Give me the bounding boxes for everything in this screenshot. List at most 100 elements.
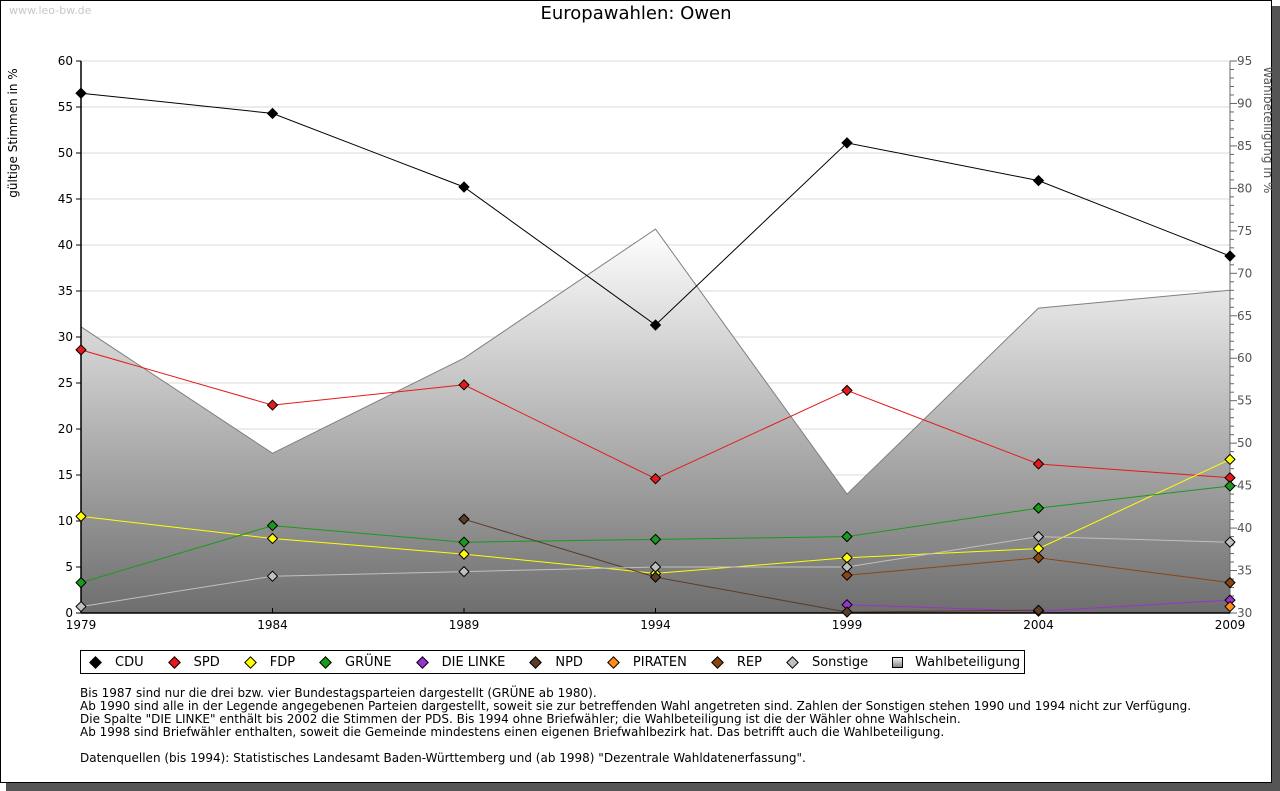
legend-item: PIRATEN [605, 655, 687, 670]
y-tick-label-left: 60 [58, 54, 73, 68]
y-axis-right-title: Wahlbeteiligung in % [1261, 67, 1275, 194]
turnout-area [81, 229, 1230, 613]
y-axis-left-title: gültige Stimmen in % [6, 68, 20, 197]
data-point-sonstige [458, 565, 470, 578]
y-tick-label-right: 75 [1237, 224, 1252, 238]
legend-label: FDP [269, 654, 296, 670]
data-point-rep [1224, 576, 1236, 589]
data-point-spd [458, 379, 470, 391]
legend-diamond-icon [319, 655, 332, 669]
y-tick-label-left: 50 [58, 146, 73, 160]
data-point-sonstige [266, 570, 279, 582]
series-line-npd [463, 518, 1039, 613]
x-tick-label: 2004 [1023, 618, 1054, 632]
data-point-grüne [458, 536, 470, 548]
y-tick-label-right: 40 [1237, 521, 1252, 535]
legend-diamond-icon [786, 655, 799, 669]
data-point-fdp [75, 510, 87, 523]
legend-label: Sonstige [811, 654, 869, 670]
x-tick-label: 2009 [1215, 618, 1246, 632]
y-tick-label-left: 5 [65, 560, 73, 574]
data-point-npd [841, 606, 853, 618]
data-point-cdu [841, 137, 853, 149]
y-tick-label-left: 25 [58, 376, 73, 390]
legend: CDU SPD FDP GRÜNE DIE LINKE NPD PIRATEN REP Sons… [80, 650, 1026, 674]
data-point-grüne [1224, 480, 1236, 492]
data-point-grüne [841, 530, 853, 543]
legend-label: DIE LINKE [441, 654, 506, 670]
y-tick-label-left: 35 [58, 284, 73, 298]
y-tick-label-right: 90 [1237, 96, 1252, 110]
y-tick-label-left: 20 [58, 422, 73, 436]
y-tick-label-right: 30 [1237, 606, 1252, 620]
y-tick-label-right: 60 [1237, 351, 1252, 365]
data-point-sonstige [1032, 530, 1045, 543]
data-point-fdp [266, 532, 279, 545]
legend-diamond-icon [243, 655, 257, 669]
legend-label: GRÜNE [345, 654, 392, 670]
frame-shadow-right [1272, 6, 1280, 791]
legend-item: CDU [87, 655, 144, 670]
legend-item: SPD [166, 655, 220, 670]
legend-item: Wahlbeteiligung [890, 655, 1020, 670]
data-point-grüne [1032, 502, 1045, 514]
y-tick-label-right: 45 [1237, 479, 1252, 493]
legend-label: Wahlbeteiligung [915, 654, 1021, 670]
legend-item: REP [709, 655, 762, 670]
x-tick-label: 1999 [832, 618, 863, 632]
data-point-npd [458, 513, 470, 525]
data-point-spd [266, 399, 279, 411]
legend-diamond-icon [529, 655, 543, 669]
data-point-npd [1032, 604, 1045, 616]
y-tick-label-left: 55 [58, 100, 73, 114]
turnout-line [80, 228, 1231, 495]
y-tick-label-right: 95 [1237, 54, 1252, 68]
data-point-grüne [649, 533, 662, 546]
legend-square-icon [892, 656, 904, 668]
y-tick-label-left: 10 [58, 514, 73, 528]
data-point-cdu [1032, 174, 1045, 187]
data-point-spd [75, 344, 87, 356]
series-markers-layer [75, 87, 1236, 618]
y-tick-label-left: 40 [58, 238, 73, 252]
footnotes: Bis 1987 sind nur die drei bzw. vier Bun… [80, 687, 1191, 765]
legend-item: Sonstige [784, 655, 868, 670]
source-note: Datenquellen (bis 1994): Statistisches L… [80, 751, 806, 765]
note-line: Ab 1998 sind Briefwähler enthalten, sowe… [80, 725, 945, 739]
data-point-sonstige [841, 561, 853, 573]
y-tick-label-right: 80 [1237, 181, 1252, 195]
data-point-rep [841, 569, 853, 581]
y-tick-label-right: 70 [1237, 266, 1252, 280]
legend-label: REP [736, 654, 762, 670]
watermark: www.leo-bw.de [9, 4, 92, 17]
data-point-sonstige [649, 561, 662, 573]
legend-item: DIE LINKE [414, 654, 506, 670]
legend-diamond-icon [167, 655, 181, 669]
x-tick-label: 1989 [449, 618, 480, 632]
y-tick-label-right: 55 [1237, 394, 1252, 408]
frame-shadow-bottom [6, 783, 1280, 791]
y-tick-label-left: 15 [58, 468, 73, 482]
y-tick-label-right: 65 [1237, 309, 1252, 323]
note-line: Ab 1990 sind alle in der Legende angegeb… [80, 699, 1192, 713]
data-point-cdu [458, 181, 470, 193]
y-tick-label-left: 0 [65, 606, 73, 620]
y-tick-label-right: 85 [1237, 139, 1252, 153]
legend-label: PIRATEN [632, 654, 687, 670]
x-tick-label: 1994 [640, 618, 671, 632]
axes: 0 5 10 15 20 25 30 35 40 45 50 55 60 30 35 40 45 50 55 60 65… [58, 54, 1253, 632]
legend-item: NPD [527, 655, 583, 670]
turnout-area-layer [80, 228, 1231, 613]
y-tick-label-right: 50 [1237, 436, 1252, 450]
legend-diamond-icon [89, 655, 102, 669]
legend-diamond-icon [711, 655, 724, 669]
data-point-spd [649, 472, 662, 485]
data-point-fdp [458, 548, 470, 560]
y-tick-label-left: 45 [58, 192, 73, 206]
data-point-cdu [266, 107, 279, 120]
data-point-grüne [75, 576, 87, 589]
data-point-cdu [75, 87, 87, 99]
x-tick-label: 1984 [257, 618, 288, 632]
data-point-fdp [1224, 453, 1236, 466]
